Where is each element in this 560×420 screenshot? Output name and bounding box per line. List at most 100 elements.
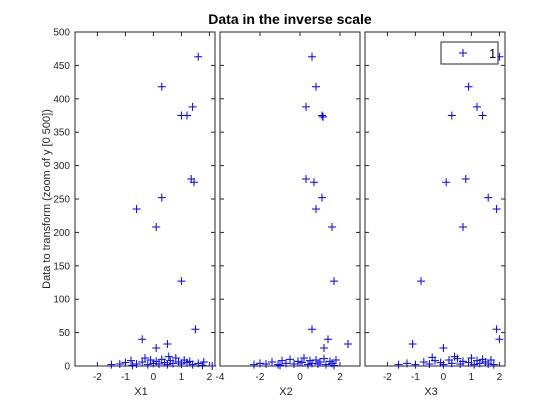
axes-frame <box>364 31 506 367</box>
data-point <box>319 112 327 121</box>
data-point <box>461 174 470 183</box>
data-point <box>262 359 270 368</box>
data-point <box>450 352 459 361</box>
data-point <box>157 82 166 91</box>
data-point <box>332 355 340 364</box>
data-point <box>495 335 504 344</box>
legend-box <box>440 41 499 65</box>
legend-label: 1 <box>489 46 496 61</box>
x-tick-label: -2 <box>256 372 265 383</box>
data-point <box>324 335 332 344</box>
data-point <box>163 360 172 369</box>
data-point <box>250 360 258 369</box>
data-point <box>198 361 207 370</box>
data-point <box>177 277 186 286</box>
data-point <box>459 223 467 232</box>
x-tick-label: -1 <box>121 372 130 383</box>
x-axis-label: X1 <box>134 386 147 398</box>
data-point <box>411 360 420 369</box>
data-point <box>419 357 428 366</box>
panels-group: -2 -1 0 1 2X1050100150200250300350400450500-… <box>53 28 506 398</box>
panel-1: -2 -1 0 1 2 X1 0 50 100 150 200 250 300 350 400 450 500 <box>53 28 217 398</box>
data-point <box>169 359 177 368</box>
data-point <box>314 359 322 368</box>
y-axis-label: Data to transform (zoom of y [0 500]) <box>41 109 53 289</box>
data-point <box>302 102 310 111</box>
data-point <box>439 360 448 369</box>
data-point <box>300 353 308 362</box>
data-point <box>310 178 318 187</box>
data-point <box>138 357 147 366</box>
data-point <box>208 362 217 370</box>
data-point <box>417 277 425 286</box>
data-point <box>312 205 320 214</box>
data-point <box>155 359 163 368</box>
data-point <box>467 353 476 362</box>
x-tick-label: 1 <box>469 372 475 383</box>
data-point <box>484 193 493 202</box>
y-tick-label: 150 <box>53 261 70 272</box>
data-point <box>447 359 456 368</box>
data-point <box>294 357 302 366</box>
data-point <box>274 360 282 369</box>
x-tick-label: -4 <box>216 372 225 383</box>
data-point <box>256 359 264 368</box>
data-point <box>115 359 124 368</box>
x-tick-label: 0 <box>441 372 447 383</box>
data-point <box>425 359 434 368</box>
data-point <box>489 360 498 369</box>
data-point <box>464 82 473 91</box>
x-axis-label: X3 <box>424 386 437 398</box>
y-tick-label: 100 <box>53 295 70 306</box>
data-point <box>447 111 456 120</box>
x-tick-label: 1 <box>179 372 185 383</box>
data-point <box>304 360 312 369</box>
y-tick-label: 300 <box>53 161 70 172</box>
y-tick-label: 450 <box>53 61 70 72</box>
x-tick-label: -2 <box>383 372 392 383</box>
data-point <box>152 343 161 352</box>
data-point <box>128 361 137 370</box>
data-point <box>132 359 141 368</box>
data-point <box>487 355 495 364</box>
data-point <box>121 358 130 367</box>
data-point <box>199 357 208 366</box>
data-point <box>475 359 484 368</box>
data-point <box>190 178 198 187</box>
y-tick-label: 500 <box>53 28 70 39</box>
axes-frame <box>219 31 361 367</box>
data-point <box>268 357 276 366</box>
data-point <box>322 360 330 369</box>
chart-title: Data in the inverse scale <box>208 11 372 27</box>
data-point <box>316 357 324 366</box>
x-tick-label: 0 <box>297 372 303 383</box>
data-point <box>428 353 437 362</box>
data-point <box>194 359 203 368</box>
data-point <box>171 353 180 362</box>
data-point <box>318 111 326 120</box>
data-point <box>326 357 334 366</box>
data-point <box>183 111 191 120</box>
data-point <box>286 355 294 364</box>
data-point <box>191 325 200 334</box>
data-point <box>188 360 197 369</box>
data-point <box>328 223 336 232</box>
y-tick-label: 50 <box>59 328 71 339</box>
data-point <box>143 360 152 369</box>
panel-2: -4 -2 0 2 X2 <box>216 31 361 398</box>
data-point <box>107 360 116 369</box>
data-point <box>312 355 320 364</box>
data-point <box>484 359 493 368</box>
data-point <box>127 356 135 365</box>
legend: 1 <box>440 41 499 65</box>
data-point <box>312 82 320 91</box>
data-point <box>328 359 336 368</box>
x-tick-label: -2 <box>93 372 102 383</box>
x-tick-label: -1 <box>411 372 420 383</box>
data-point <box>330 361 338 370</box>
data-point <box>308 325 316 334</box>
data-point <box>163 339 172 348</box>
panel-3: -2 -1 0 1 2 X3 1 <box>364 31 506 398</box>
data-point <box>164 352 173 361</box>
